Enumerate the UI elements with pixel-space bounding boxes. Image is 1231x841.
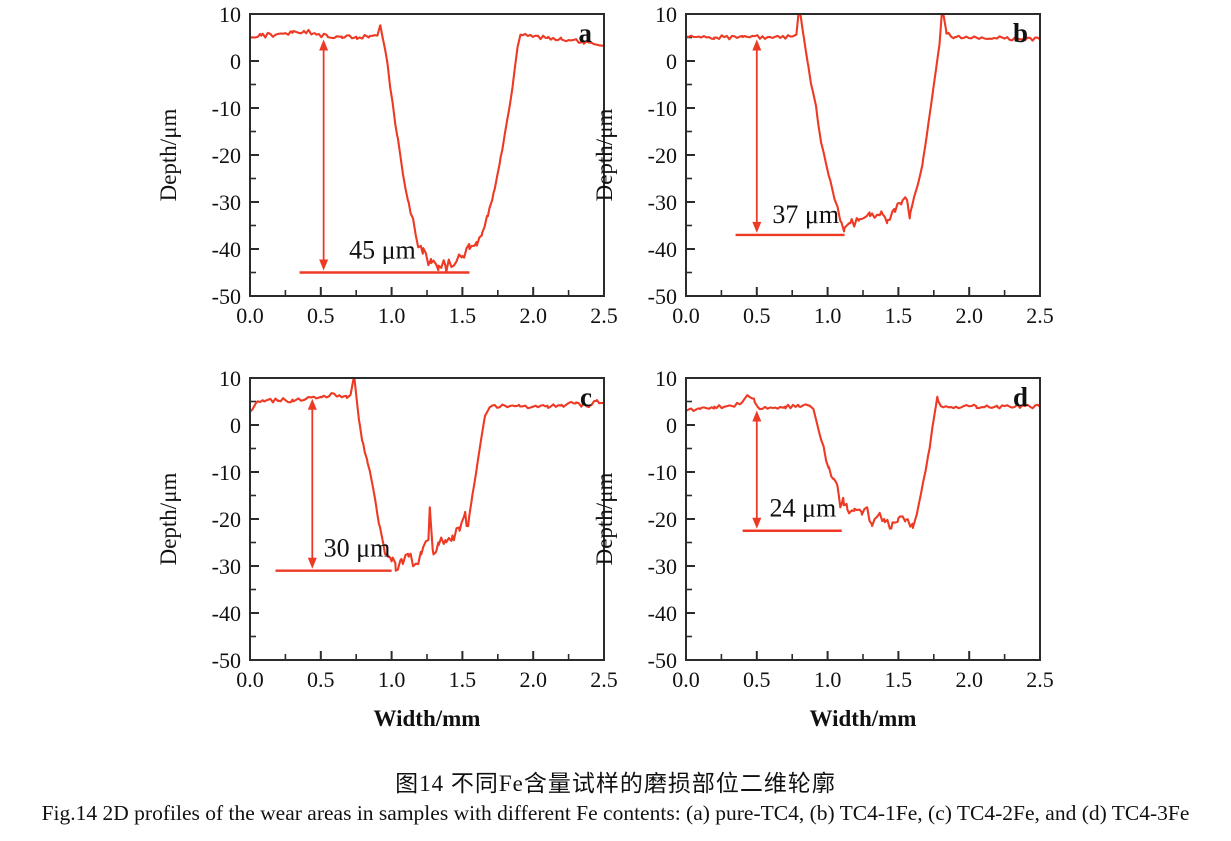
y-axis-title: Depth/μm bbox=[156, 108, 181, 201]
panel-letter: a bbox=[579, 18, 593, 48]
depth-arrowhead-down bbox=[307, 557, 317, 569]
depth-arrowhead-up bbox=[307, 398, 317, 410]
x-tick-label: 2.5 bbox=[590, 667, 618, 692]
x-tick-label: 2.0 bbox=[519, 303, 547, 328]
x-tick-label: 2.5 bbox=[590, 303, 618, 328]
depth-annotation: 24 μm bbox=[742, 410, 842, 532]
depth-arrowhead-up bbox=[752, 410, 762, 422]
x-tick-label: 0.0 bbox=[672, 667, 700, 692]
x-tick-label: 1.0 bbox=[378, 303, 406, 328]
y-axis-title: Depth/μm bbox=[592, 108, 617, 201]
depth-annotation: 45 μm bbox=[299, 39, 470, 274]
y-tick-label: -40 bbox=[648, 237, 677, 262]
y-tick-label: -50 bbox=[212, 284, 241, 309]
y-tick-label: 10 bbox=[655, 2, 677, 27]
x-tick-label: 0.5 bbox=[307, 667, 335, 692]
y-tick-label: 0 bbox=[230, 49, 241, 74]
x-tick-label: 1.5 bbox=[885, 303, 913, 328]
y-axis-title: Depth/μm bbox=[156, 472, 181, 565]
wear-profile-line bbox=[686, 14, 1040, 233]
y-tick-label: -10 bbox=[648, 460, 677, 485]
panel-letter: b bbox=[1013, 18, 1028, 48]
x-tick-label: 1.0 bbox=[814, 667, 842, 692]
x-tick-label: 2.0 bbox=[955, 667, 983, 692]
depth-arrowhead-down bbox=[752, 517, 762, 529]
y-tick-label: 0 bbox=[666, 413, 677, 438]
x-tick-label: 1.5 bbox=[885, 667, 913, 692]
y-tick-label: -40 bbox=[212, 237, 241, 262]
y-tick-label: -50 bbox=[212, 648, 241, 673]
plot-frame bbox=[685, 377, 1041, 661]
x-tick-label: 0.5 bbox=[743, 303, 771, 328]
y-tick-label: -30 bbox=[212, 190, 241, 215]
y-tick-label: -50 bbox=[648, 648, 677, 673]
x-tick-label: 1.0 bbox=[814, 303, 842, 328]
figure-caption-english: Fig.14 2D profiles of the wear areas in … bbox=[41, 801, 1190, 825]
y-axis-title: Depth/μm bbox=[592, 472, 617, 565]
x-tick-label: 0.0 bbox=[672, 303, 700, 328]
plot-frame bbox=[249, 13, 605, 297]
y-tick-label: -30 bbox=[212, 554, 241, 579]
figure-caption-chinese: 图14 不同Fe含量试样的磨损部位二维轮廓 bbox=[395, 771, 836, 796]
y-tick-label: -30 bbox=[648, 190, 677, 215]
y-tick-label: -30 bbox=[648, 554, 677, 579]
x-tick-label: 0.5 bbox=[743, 667, 771, 692]
y-tick-label: -10 bbox=[648, 96, 677, 121]
plot-frame bbox=[685, 13, 1041, 297]
x-tick-label: 1.5 bbox=[449, 303, 477, 328]
depth-annotation-label: 37 μm bbox=[772, 200, 839, 229]
panel-letter: c bbox=[580, 382, 592, 412]
y-tick-label: -20 bbox=[212, 143, 241, 168]
y-tick-label: 0 bbox=[666, 49, 677, 74]
x-axis-title: Width/mm bbox=[810, 706, 917, 731]
x-tick-label: 2.5 bbox=[1026, 303, 1054, 328]
panel-letter: d bbox=[1013, 382, 1028, 412]
y-tick-label: -40 bbox=[212, 601, 241, 626]
chart-panel-a: 10 0 -10 -20 -30 -40 -500.0 0.5 1.0 1.5 2.0 2.5 45 μ… bbox=[156, 2, 618, 328]
x-tick-label: 0.5 bbox=[307, 303, 335, 328]
depth-annotation-label: 45 μm bbox=[349, 235, 416, 264]
chart-panel-c: 10 0 -10 -20 -30 -40 -500.0 0.5 1.0 1.5 2.0 2.5 30 μ… bbox=[156, 366, 618, 731]
depth-arrowhead-up bbox=[319, 39, 329, 51]
y-tick-label: -50 bbox=[648, 284, 677, 309]
chart-panel-b: 10 0 -10 -20 -30 -40 -500.0 0.5 1.0 1.5 2.0 2.5 37 μ… bbox=[592, 2, 1054, 328]
depth-annotation: 30 μm bbox=[275, 398, 392, 572]
x-tick-label: 1.0 bbox=[378, 667, 406, 692]
depth-arrowhead-down bbox=[319, 259, 329, 271]
wear-profile-line bbox=[686, 394, 1040, 530]
y-tick-label: -10 bbox=[212, 96, 241, 121]
depth-annotation-label: 24 μm bbox=[770, 494, 837, 523]
depth-arrowhead-up bbox=[752, 39, 762, 51]
plot-frame bbox=[249, 377, 605, 661]
x-tick-label: 2.5 bbox=[1026, 667, 1054, 692]
depth-annotation-label: 30 μm bbox=[324, 534, 391, 563]
y-tick-label: -10 bbox=[212, 460, 241, 485]
depth-annotation: 37 μm bbox=[735, 39, 845, 237]
x-tick-label: 0.0 bbox=[236, 667, 264, 692]
y-tick-label: 0 bbox=[230, 413, 241, 438]
wear-profile-line bbox=[250, 24, 604, 273]
y-tick-label: -20 bbox=[212, 507, 241, 532]
y-tick-label: 10 bbox=[219, 2, 241, 27]
depth-arrowhead-down bbox=[752, 221, 762, 233]
y-tick-label: -20 bbox=[648, 143, 677, 168]
x-tick-label: 0.0 bbox=[236, 303, 264, 328]
y-tick-label: -40 bbox=[648, 601, 677, 626]
y-tick-label: 10 bbox=[655, 366, 677, 391]
x-tick-label: 1.5 bbox=[449, 667, 477, 692]
y-tick-label: 10 bbox=[219, 366, 241, 391]
x-tick-label: 2.0 bbox=[519, 667, 547, 692]
x-tick-label: 2.0 bbox=[955, 303, 983, 328]
chart-panel-d: 10 0 -10 -20 -30 -40 -500.0 0.5 1.0 1.5 2.0 2.5 24 μ… bbox=[592, 366, 1054, 731]
wear-profile-line bbox=[250, 378, 604, 572]
y-tick-label: -20 bbox=[648, 507, 677, 532]
x-axis-title: Width/mm bbox=[374, 706, 481, 731]
